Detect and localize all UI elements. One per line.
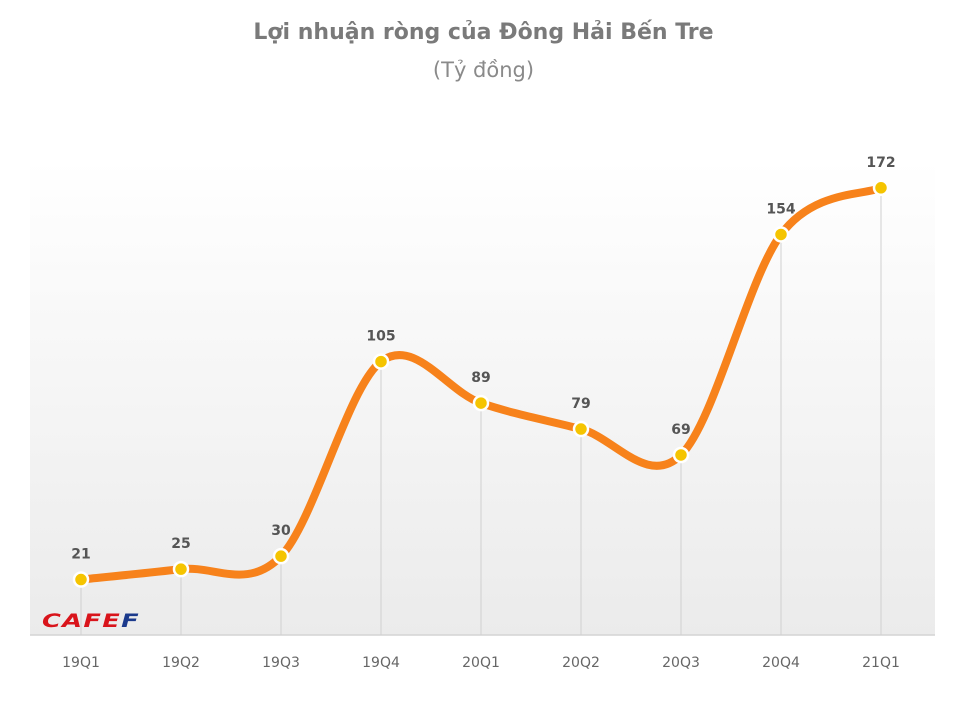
data-label-19Q4: 105 bbox=[366, 329, 395, 345]
data-point-20Q2 bbox=[572, 420, 590, 438]
data-label-20Q2: 79 bbox=[571, 396, 590, 412]
data-label-20Q4: 154 bbox=[766, 201, 795, 217]
data-label-20Q1: 89 bbox=[471, 370, 490, 386]
logo-text-red: CAFE bbox=[42, 610, 122, 632]
x-tick-label: 20Q3 bbox=[662, 655, 700, 671]
data-label-19Q1: 21 bbox=[71, 547, 90, 563]
x-tick-label: 19Q4 bbox=[362, 655, 400, 671]
chart-subtitle: (Tỷ đồng) bbox=[432, 58, 535, 82]
x-tick-label: 19Q2 bbox=[162, 655, 200, 671]
data-label-19Q2: 25 bbox=[171, 536, 190, 552]
data-point-21Q1 bbox=[872, 179, 890, 197]
x-tick-label: 19Q1 bbox=[62, 655, 100, 671]
x-tick-label: 21Q1 bbox=[862, 655, 900, 671]
data-point-20Q1 bbox=[472, 394, 490, 412]
chart-title: Lợi nhuận ròng của Đông Hải Bến Tre bbox=[253, 20, 714, 45]
data-label-19Q3: 30 bbox=[271, 523, 291, 539]
data-point-20Q4 bbox=[772, 226, 790, 243]
x-tick-label: 20Q2 bbox=[562, 655, 600, 671]
x-tick-label: 20Q1 bbox=[462, 655, 500, 671]
logo-text-blue: F bbox=[121, 610, 141, 632]
x-tick-label: 19Q3 bbox=[262, 655, 300, 671]
cafef-logo: CAFEF bbox=[42, 610, 140, 632]
data-point-19Q3 bbox=[272, 547, 290, 565]
data-point-20Q3 bbox=[672, 446, 690, 464]
x-tick-label: 20Q4 bbox=[762, 655, 800, 671]
data-point-19Q2 bbox=[172, 560, 190, 578]
data-point-19Q1 bbox=[72, 571, 90, 588]
data-label-20Q3: 69 bbox=[671, 422, 690, 438]
data-label-21Q1: 172 bbox=[866, 155, 895, 171]
data-point-19Q4 bbox=[372, 353, 390, 370]
